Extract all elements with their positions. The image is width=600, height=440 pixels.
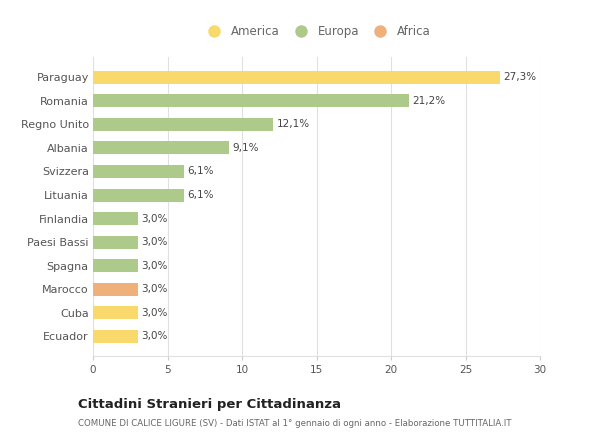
Text: 6,1%: 6,1% [188,166,214,176]
Text: 9,1%: 9,1% [232,143,259,153]
Text: 3,0%: 3,0% [142,308,168,318]
Text: COMUNE DI CALICE LIGURE (SV) - Dati ISTAT al 1° gennaio di ogni anno - Elaborazi: COMUNE DI CALICE LIGURE (SV) - Dati ISTA… [78,419,511,428]
Text: 3,0%: 3,0% [142,284,168,294]
Bar [93,141,229,154]
Bar [93,212,138,225]
Bar [93,283,138,296]
Text: 12,1%: 12,1% [277,119,310,129]
Text: 3,0%: 3,0% [142,331,168,341]
Bar [93,189,184,202]
Bar [93,259,138,272]
Text: 3,0%: 3,0% [142,237,168,247]
Bar [93,118,273,131]
Text: 3,0%: 3,0% [142,260,168,271]
Text: 21,2%: 21,2% [413,96,446,106]
Text: Cittadini Stranieri per Cittadinanza: Cittadini Stranieri per Cittadinanza [78,398,341,411]
Legend: America, Europa, Africa: America, Europa, Africa [199,21,434,41]
Bar [93,165,184,178]
Bar [93,306,138,319]
Text: 27,3%: 27,3% [503,72,536,82]
Bar [93,236,138,249]
Text: 3,0%: 3,0% [142,213,168,224]
Bar [93,71,500,84]
Text: 6,1%: 6,1% [188,190,214,200]
Bar [93,94,409,107]
Bar [93,330,138,343]
